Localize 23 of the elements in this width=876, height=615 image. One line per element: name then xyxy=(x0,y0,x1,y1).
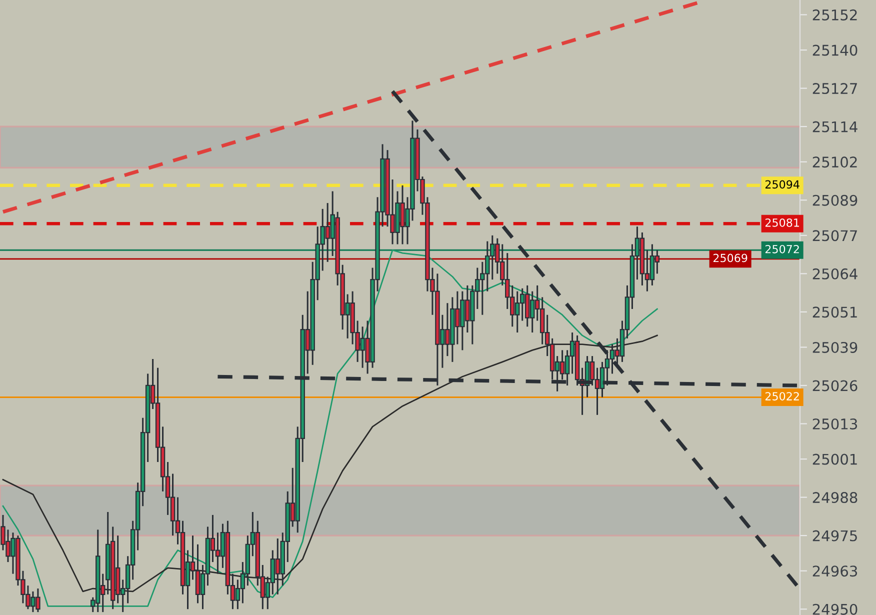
y-tick-label: 25064 xyxy=(812,268,858,280)
y-tick-label: 24988 xyxy=(812,492,858,504)
y-tick-label: 24950 xyxy=(812,604,858,615)
ref-line-label: 25094 xyxy=(765,180,800,189)
y-tick-label: 25001 xyxy=(812,454,857,465)
y-tick-label: 24963 xyxy=(812,566,858,577)
y-tick-label: 25089 xyxy=(812,194,858,206)
y-tick-label: 25077 xyxy=(812,230,857,242)
y-tick-label: 25039 xyxy=(812,342,858,353)
y-tick-label: 25127 xyxy=(812,82,857,94)
ref-line-label: 25081 xyxy=(765,218,799,227)
y-tick-label: 25013 xyxy=(812,418,858,430)
y-tick-label: 24975 xyxy=(812,530,857,542)
y-tick-label: 25114 xyxy=(812,121,858,132)
y-tick-label: 25026 xyxy=(812,380,858,392)
ref-line-label: 25022 xyxy=(765,392,799,400)
y-tick-label: 25051 xyxy=(812,306,857,318)
y-tick-label: 25102 xyxy=(812,156,857,168)
y-tick-label: 25140 xyxy=(812,44,858,56)
ref-line-label: 25072 xyxy=(765,244,799,254)
y-tick-label: 25152 xyxy=(812,9,857,20)
ref-line-label: 25069 xyxy=(713,254,748,262)
line-series xyxy=(2,249,658,607)
